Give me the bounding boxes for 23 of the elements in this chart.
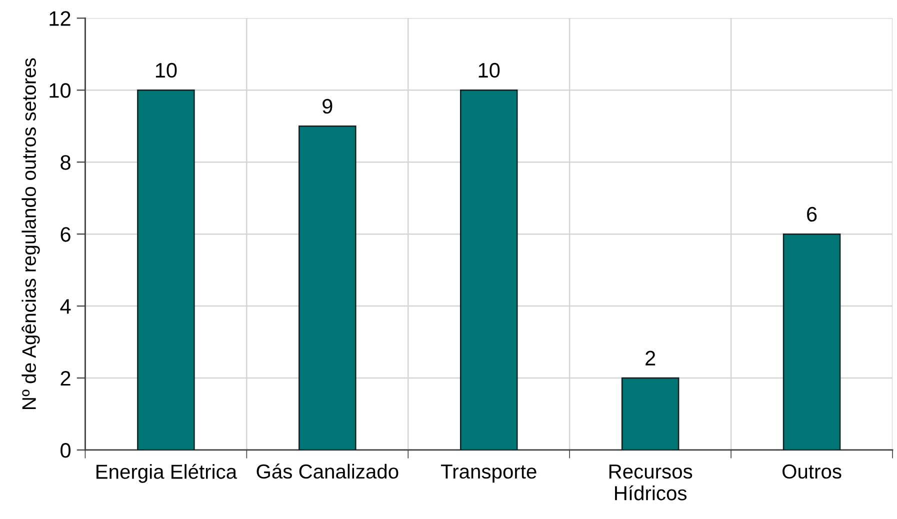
bar (137, 90, 195, 450)
y-tick-label: 0 (60, 442, 71, 458)
y-tick-label: 12 (50, 11, 70, 26)
data-label: 9 (322, 98, 332, 114)
y-tick-label: 8 (60, 155, 70, 170)
x-tick-label: Outros (782, 464, 842, 479)
data-label: 2 (646, 350, 656, 366)
data-label: 6 (807, 206, 817, 222)
y-tick-label: 4 (60, 299, 71, 314)
y-axis-title: Nº de Agências regulando outros setores (22, 58, 40, 409)
y-tick-label: 2 (60, 371, 70, 386)
x-tick-label: Recursos Hídricos (609, 464, 692, 500)
x-tick-label: Energia Elétrica (96, 464, 238, 483)
x-tick-label: Gás Canalizado (256, 464, 398, 479)
x-tick-label: Transporte (441, 464, 536, 483)
bar (460, 90, 518, 450)
bar (298, 125, 356, 450)
y-tick-label: 10 (50, 83, 71, 98)
data-label: 10 (156, 62, 177, 78)
data-label: 10 (478, 62, 500, 78)
y-tick-label: 6 (60, 227, 70, 242)
bar (621, 377, 680, 450)
bar (782, 233, 841, 450)
